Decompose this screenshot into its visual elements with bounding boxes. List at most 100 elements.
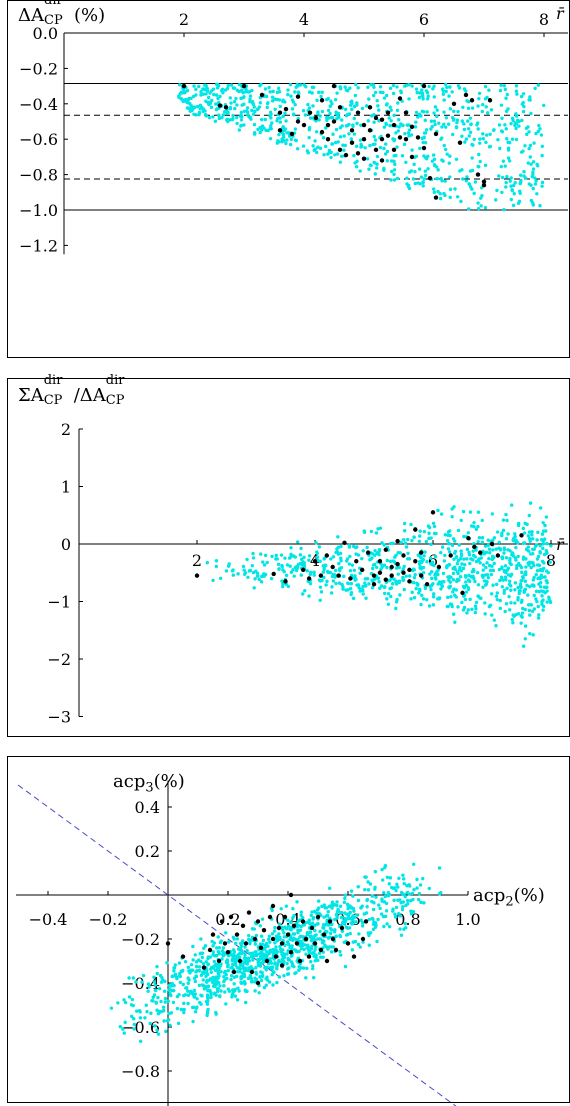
cyan-point <box>259 934 264 938</box>
cyan-point <box>473 180 478 184</box>
cyan-point <box>458 575 463 579</box>
cyan-point <box>385 875 390 879</box>
cyan-point <box>344 88 349 92</box>
cyan-point <box>454 595 458 599</box>
cyan-point <box>461 509 466 514</box>
cyan-point <box>378 906 382 911</box>
cyan-point <box>536 554 541 559</box>
cyan-point <box>421 565 426 570</box>
cyan-point <box>278 120 282 124</box>
cyan-point <box>256 963 261 967</box>
black-point <box>403 137 409 142</box>
cyan-point <box>483 97 488 101</box>
cyan-point <box>494 594 499 599</box>
cyan-point <box>201 962 206 966</box>
black-point <box>389 573 394 578</box>
cyan-point <box>338 933 342 938</box>
cyan-point <box>224 569 229 573</box>
cyan-point <box>305 149 310 153</box>
cyan-point <box>374 166 379 170</box>
cyan-point <box>438 196 443 201</box>
cyan-point <box>375 551 379 556</box>
cyan-point <box>143 1016 147 1020</box>
cyan-point <box>419 88 424 92</box>
cyan-point <box>324 97 329 102</box>
cyan-point <box>451 571 456 576</box>
cyan-point <box>410 84 414 88</box>
cyan-point <box>531 552 535 556</box>
cyan-point <box>291 936 296 940</box>
cyan-point <box>370 894 375 898</box>
cyan-point <box>312 570 316 575</box>
cyan-point <box>340 154 344 158</box>
cyan-point <box>504 578 508 582</box>
black-point <box>324 553 329 558</box>
cyan-point <box>259 117 264 122</box>
y-tick-label: 0 <box>61 535 71 554</box>
cyan-point <box>472 137 476 141</box>
cyan-point <box>194 87 198 92</box>
cyan-point <box>358 571 362 575</box>
cyan-point <box>260 970 264 975</box>
cyan-point <box>329 99 333 103</box>
cyan-point <box>342 134 346 138</box>
cyan-point <box>519 94 524 99</box>
cyan-point <box>355 121 359 126</box>
cyan-point <box>395 176 400 181</box>
cyan-point <box>432 563 436 568</box>
cyan-point <box>401 873 405 877</box>
cyan-point <box>405 557 410 561</box>
black-point <box>391 122 397 128</box>
cyan-point <box>388 876 393 880</box>
cyan-point <box>543 575 547 579</box>
cyan-point <box>376 576 381 580</box>
cyan-point <box>418 883 423 887</box>
cyan-point <box>463 574 468 578</box>
cyan-point <box>474 548 478 552</box>
cyan-point <box>205 980 209 984</box>
black-point <box>361 156 367 161</box>
cyan-point <box>343 107 348 112</box>
cyan-point <box>536 530 540 535</box>
cyan-point <box>524 570 528 574</box>
cyan-point <box>317 937 322 941</box>
cyan-point <box>307 126 312 130</box>
cyan-point <box>235 103 239 107</box>
cyan-point <box>116 1001 120 1005</box>
cyan-point <box>322 567 326 572</box>
cyan-point <box>515 541 520 545</box>
cyan-point <box>359 918 363 922</box>
cyan-point <box>417 539 422 543</box>
cyan-point <box>405 182 409 186</box>
cyan-point <box>411 567 416 571</box>
black-point <box>421 145 427 151</box>
cyan-point <box>485 133 489 137</box>
cyan-point <box>221 113 226 117</box>
cyan-point <box>346 903 350 908</box>
cyan-point <box>308 581 313 586</box>
black-point <box>355 151 361 156</box>
cyan-point <box>186 993 191 997</box>
cyan-point <box>498 146 502 151</box>
cyan-point <box>495 188 499 193</box>
cyan-point <box>417 95 422 100</box>
cyan-point <box>277 932 281 936</box>
cyan-point <box>452 109 456 114</box>
cyan-point <box>380 867 384 872</box>
cyan-point <box>427 531 431 535</box>
black-point <box>448 553 453 558</box>
cyan-point <box>301 592 305 596</box>
cyan-point <box>491 583 495 587</box>
black-point <box>301 567 306 573</box>
black-point <box>331 119 337 124</box>
black-point <box>271 571 276 577</box>
cyan-point <box>450 515 454 519</box>
cyan-point <box>277 567 281 571</box>
cyan-point <box>187 969 191 973</box>
cyan-point <box>448 85 452 89</box>
cyan-point <box>486 538 490 542</box>
cyan-point <box>462 534 466 539</box>
cyan-point <box>471 549 475 553</box>
y-tick-label: 0.0 <box>33 24 58 43</box>
cyan-point <box>287 131 291 135</box>
